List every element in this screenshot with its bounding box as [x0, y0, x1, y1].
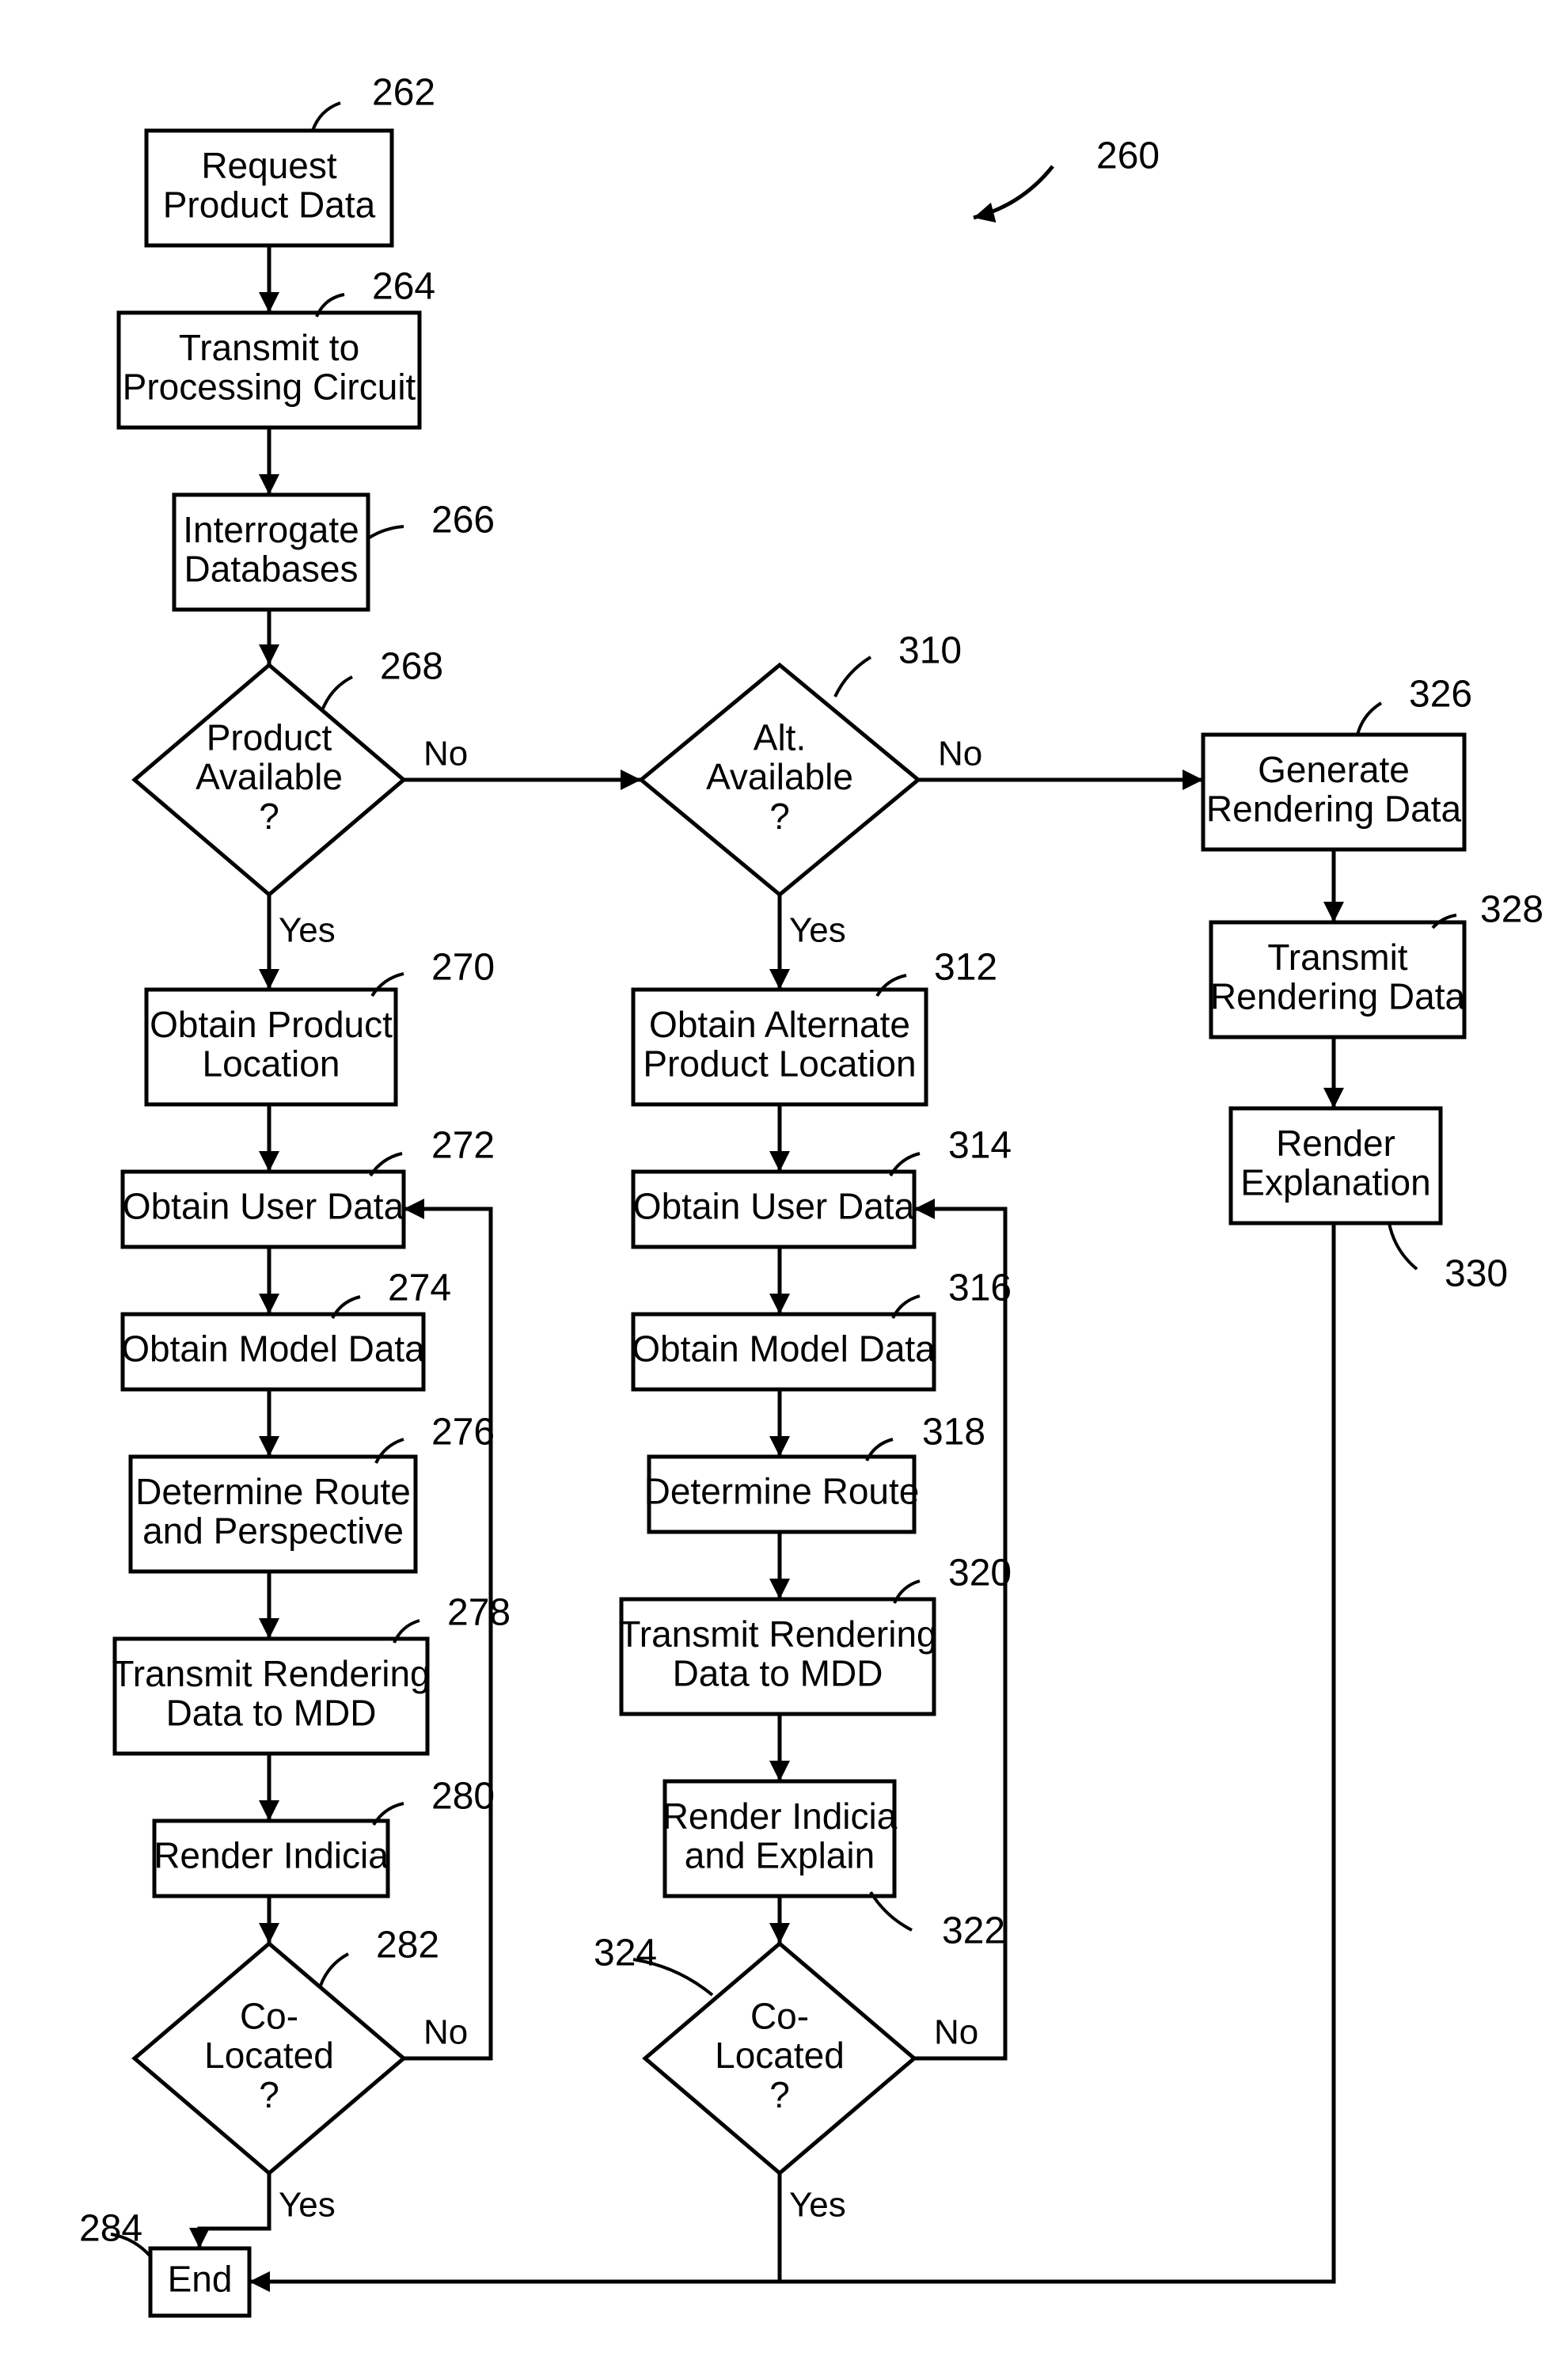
svg-text:Obtain User Data: Obtain User Data	[633, 1186, 915, 1227]
svg-text:Alt.: Alt.	[754, 716, 806, 758]
svg-text:Transmit Rendering: Transmit Rendering	[618, 1613, 936, 1655]
svg-text:Product Data: Product Data	[163, 184, 376, 225]
svg-text:Processing Circuit: Processing Circuit	[123, 366, 416, 407]
svg-text:No: No	[934, 2013, 978, 2052]
svg-text:318: 318	[922, 1412, 985, 1454]
svg-text:Located: Located	[715, 2035, 845, 2076]
svg-text:Request: Request	[201, 145, 337, 186]
svg-text:Yes: Yes	[279, 911, 336, 950]
svg-text:312: 312	[934, 947, 997, 989]
svg-text:Rendering Data: Rendering Data	[1210, 975, 1466, 1017]
svg-text:272: 272	[431, 1125, 495, 1167]
svg-text:Render Indicia: Render Indicia	[154, 1835, 389, 1876]
svg-text:266: 266	[431, 500, 495, 542]
svg-text:Co-: Co-	[240, 1995, 298, 2036]
svg-text:Transmit Rendering: Transmit Rendering	[112, 1653, 430, 1694]
svg-text:No: No	[423, 2013, 468, 2052]
svg-text:Transmit to: Transmit to	[179, 327, 359, 368]
svg-text:Data to MDD: Data to MDD	[673, 1652, 883, 1693]
svg-text:Determine Route: Determine Route	[135, 1471, 411, 1512]
svg-text:Obtain Model Data: Obtain Model Data	[121, 1328, 425, 1370]
svg-text:282: 282	[376, 1925, 439, 1967]
svg-text:324: 324	[594, 1932, 657, 1974]
svg-text:328: 328	[1480, 889, 1543, 931]
svg-text:Product: Product	[207, 716, 332, 758]
svg-text:284: 284	[79, 2208, 142, 2250]
svg-text:Obtain Model Data: Obtain Model Data	[632, 1328, 936, 1370]
svg-text:Obtain Product: Obtain Product	[150, 1004, 393, 1045]
svg-text:Interrogate: Interrogate	[183, 509, 359, 550]
svg-text:?: ?	[769, 796, 790, 837]
svg-text:Explanation: Explanation	[1240, 1161, 1430, 1203]
svg-text:316: 316	[948, 1267, 1012, 1309]
svg-text:?: ?	[769, 2074, 790, 2115]
svg-text:and Explain: and Explain	[685, 1834, 875, 1875]
svg-text:278: 278	[447, 1592, 511, 1634]
svg-text:262: 262	[372, 72, 435, 114]
svg-text:Databases: Databases	[184, 548, 359, 589]
svg-text:?: ?	[259, 796, 279, 837]
svg-text:Render: Render	[1276, 1123, 1395, 1164]
svg-text:Transmit: Transmit	[1267, 937, 1407, 978]
svg-text:?: ?	[259, 2074, 279, 2115]
svg-text:310: 310	[898, 630, 962, 672]
svg-text:Location: Location	[203, 1043, 340, 1084]
svg-text:No: No	[938, 735, 982, 773]
svg-text:Product Location: Product Location	[643, 1043, 916, 1084]
svg-text:280: 280	[431, 1776, 495, 1818]
svg-text:264: 264	[372, 266, 435, 308]
svg-text:Available: Available	[196, 756, 343, 797]
svg-text:Determine Route: Determine Route	[644, 1471, 920, 1512]
svg-text:320: 320	[948, 1552, 1012, 1594]
svg-text:Render Indicia: Render Indicia	[663, 1796, 898, 1837]
svg-text:Yes: Yes	[789, 911, 846, 950]
svg-text:End: End	[168, 2259, 233, 2300]
svg-text:Yes: Yes	[279, 2186, 336, 2225]
svg-text:276: 276	[431, 1412, 495, 1454]
svg-text:Generate: Generate	[1258, 749, 1410, 790]
svg-text:Obtain User Data: Obtain User Data	[123, 1186, 404, 1227]
svg-text:No: No	[423, 735, 468, 773]
svg-text:322: 322	[942, 1910, 1005, 1952]
svg-text:Yes: Yes	[789, 2186, 846, 2225]
svg-text:270: 270	[431, 947, 495, 989]
svg-text:260: 260	[1096, 135, 1160, 177]
svg-text:274: 274	[388, 1267, 451, 1309]
svg-text:Co-: Co-	[750, 1995, 809, 2036]
svg-text:Data to MDD: Data to MDD	[166, 1692, 377, 1733]
svg-text:330: 330	[1445, 1253, 1508, 1295]
svg-text:Rendering Data: Rendering Data	[1206, 788, 1462, 829]
svg-text:Available: Available	[706, 756, 853, 797]
svg-text:Obtain Alternate: Obtain Alternate	[649, 1004, 910, 1045]
svg-text:268: 268	[380, 646, 443, 688]
svg-text:Located: Located	[204, 2035, 334, 2076]
svg-text:and Perspective: and Perspective	[142, 1510, 404, 1551]
svg-text:326: 326	[1409, 674, 1472, 716]
svg-text:314: 314	[948, 1125, 1012, 1167]
